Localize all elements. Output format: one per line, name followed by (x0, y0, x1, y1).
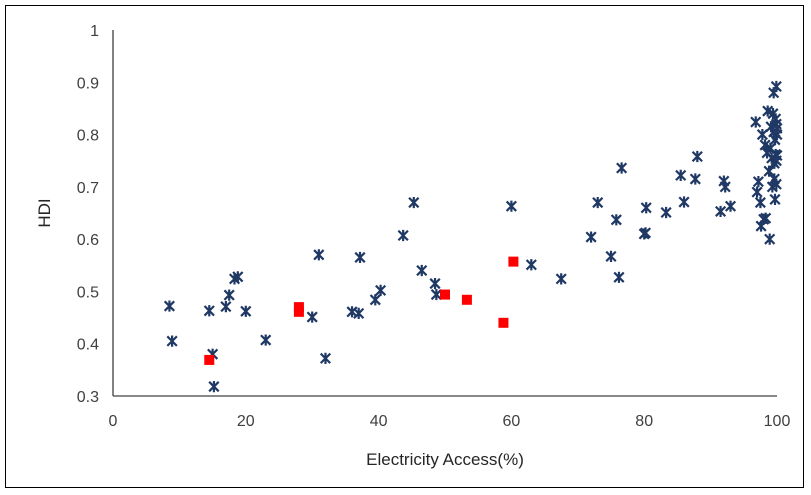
blue-star-point (397, 229, 409, 242)
red-square-point (204, 354, 215, 365)
blue-star-point (306, 311, 318, 323)
data-points (163, 80, 783, 393)
blue-star-point (689, 173, 701, 185)
blue-star-point (208, 380, 220, 393)
y-axis-label: HDI (35, 198, 54, 227)
y-tick-label: 0.5 (77, 284, 99, 301)
y-tick-label: 0.8 (77, 128, 99, 145)
blue-star-point (724, 200, 737, 212)
y-tick-label: 0.7 (77, 180, 99, 197)
blue-star-point (166, 335, 178, 347)
chart-frame (5, 5, 804, 488)
blue-star-point (719, 181, 731, 193)
blue-star-point (408, 196, 420, 209)
blue-star-point (353, 307, 365, 319)
axes (112, 30, 777, 397)
blue-star-point (770, 80, 782, 93)
blue-star-point (764, 233, 776, 245)
x-tick-label: 60 (503, 413, 521, 430)
blue-star-point (369, 294, 381, 306)
blue-star-point (770, 178, 782, 190)
red-square-point (498, 317, 509, 328)
x-tick-labels: 0 20 40 60 80 100 (109, 413, 791, 430)
red-square-point (440, 289, 450, 300)
blue-star-point (678, 196, 690, 208)
blue-star-point (750, 116, 762, 128)
blue-star-point (416, 264, 428, 277)
red-square-point (461, 294, 472, 305)
blue-star-point (429, 277, 441, 290)
x-tick-label: 100 (764, 413, 791, 430)
blue-star-point (613, 271, 625, 283)
blue-star-point (771, 149, 783, 162)
x-tick-label: 20 (237, 413, 255, 430)
x-tick-label: 80 (635, 413, 653, 430)
blue-star-point (771, 128, 783, 141)
blue-star-point (592, 196, 604, 209)
blue-star-point (763, 165, 775, 177)
y-tick-label: 0.6 (77, 232, 99, 249)
x-axis-label: Electricity Access(%) (366, 450, 524, 469)
blue-star-point (752, 176, 764, 188)
blue-star-point (313, 249, 325, 261)
blue-star-point (260, 334, 272, 346)
blue-star-point (756, 128, 768, 141)
blue-star-point (769, 193, 781, 206)
blue-star-point (505, 200, 517, 212)
blue-star-point (223, 289, 235, 301)
blue-star-point (675, 169, 687, 181)
y-tick-label: 0.9 (77, 75, 99, 92)
blue-star-point (691, 150, 703, 163)
blue-star-point (555, 273, 567, 285)
blue-star-point (319, 352, 332, 364)
y-tick-label: 0.4 (77, 337, 99, 354)
blue-star-point (760, 212, 772, 224)
blue-star-point (220, 300, 232, 313)
x-tick-label: 40 (370, 413, 388, 430)
x-tick-label: 0 (109, 413, 118, 430)
blue-star-point (616, 162, 628, 174)
red-square-point (293, 306, 304, 317)
y-tick-labels: 0.3 0.4 0.5 0.6 0.7 0.8 0.9 1 (77, 23, 99, 406)
blue-star-point (354, 251, 366, 264)
blue-star-point (762, 105, 774, 117)
blue-star-point (639, 227, 652, 239)
blue-star-point (610, 214, 622, 226)
blue-star-point (240, 305, 252, 317)
y-tick-label: 0.3 (77, 389, 99, 406)
blue-star-point (640, 202, 652, 214)
blue-star-point (660, 206, 672, 219)
blue-star-point (605, 250, 617, 262)
blue-star-point (375, 284, 387, 296)
blue-star-point (163, 300, 175, 312)
y-tick-label: 1 (90, 23, 99, 40)
blue-star-point (232, 271, 244, 283)
blue-star-point (754, 196, 766, 209)
blue-star-point (715, 205, 727, 218)
blue-star-point (203, 305, 215, 317)
blue-star-point (430, 288, 442, 301)
blue-star-point (525, 259, 537, 271)
blue-star-point (751, 186, 763, 198)
red-square-point (508, 256, 519, 267)
blue-star-point (585, 231, 597, 243)
